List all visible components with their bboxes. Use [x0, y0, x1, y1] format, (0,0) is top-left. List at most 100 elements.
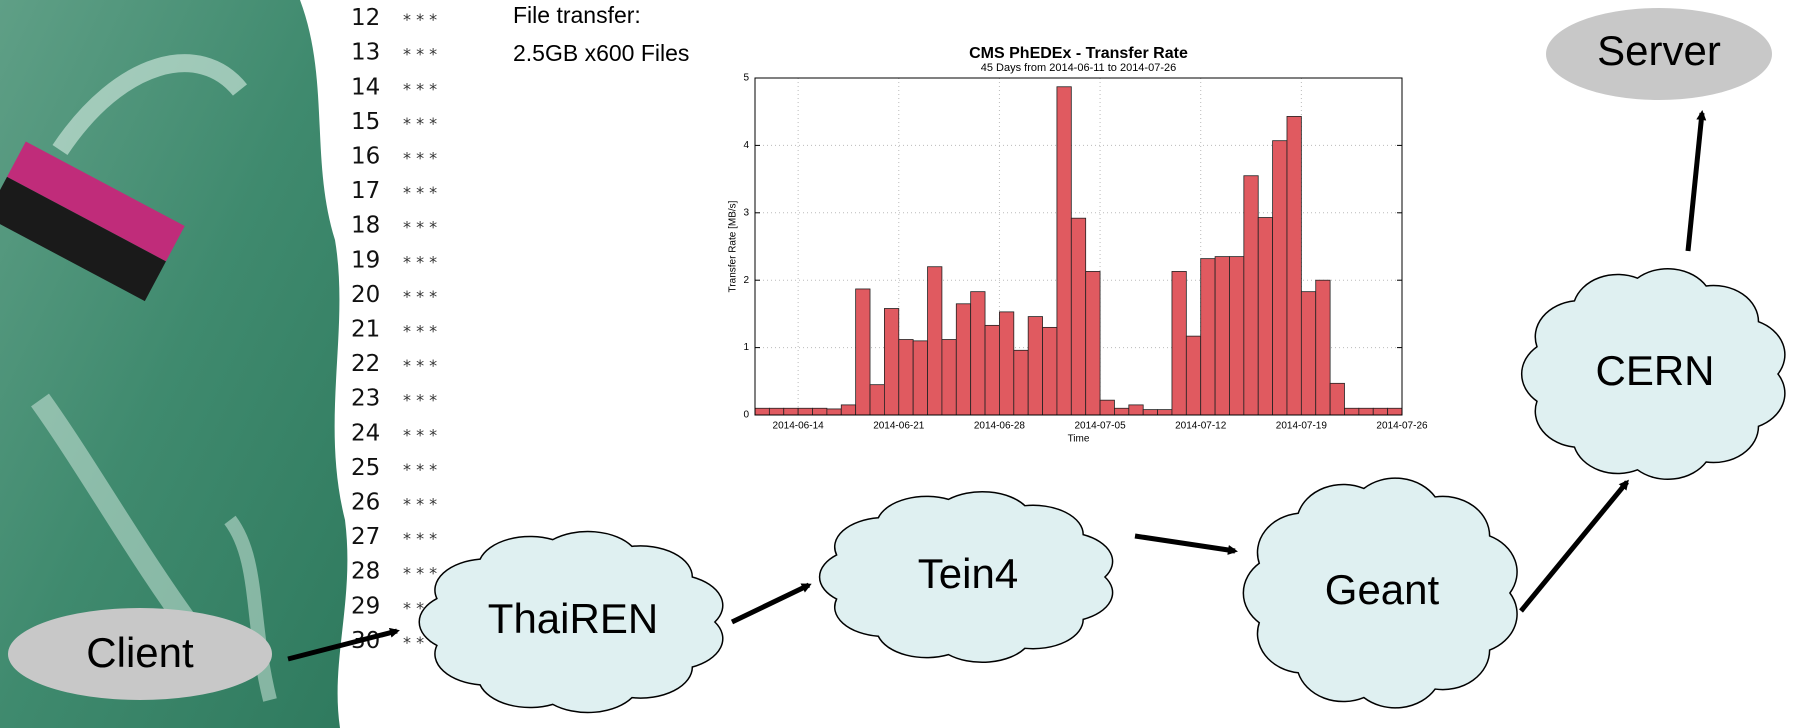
y-axis-label: Transfer Rate [MB/s]	[728, 200, 739, 292]
bar	[754, 407, 770, 416]
line-number: 12	[351, 5, 380, 31]
bar	[927, 266, 943, 416]
arrow	[1685, 110, 1707, 252]
line-number: 23	[351, 386, 380, 412]
plot-frame	[754, 77, 1403, 416]
chart-title: CMS PhEDEx - Transfer Rate	[969, 45, 1188, 62]
bar	[1128, 404, 1144, 416]
line-stars: * * *	[403, 460, 437, 479]
bar	[1387, 407, 1403, 416]
bar	[1214, 256, 1230, 416]
network-diagram: Server CERN Geant Tein4 ThaiREN Client	[8, 8, 1786, 714]
bar	[1344, 407, 1360, 416]
y-tick-label: 5	[743, 73, 749, 84]
line-number: 17	[351, 178, 380, 204]
bar	[1114, 407, 1130, 416]
line-number: 18	[351, 213, 380, 239]
line-number: 14	[351, 74, 380, 100]
line-number: 20	[351, 282, 380, 308]
node-label: CERN	[1595, 347, 1714, 394]
x-tick-label: 2014-06-14	[773, 421, 825, 432]
bar	[1185, 335, 1202, 416]
bar	[1056, 86, 1072, 416]
line-number: 15	[351, 109, 380, 135]
bar	[855, 288, 871, 416]
line-stars: * * *	[403, 218, 437, 237]
bar	[797, 407, 813, 416]
chart-subtitle: 45 Days from 2014-06-11 to 2014-07-26	[981, 62, 1176, 74]
line-stars: * * *	[403, 495, 437, 514]
bar	[1243, 175, 1259, 416]
file-size-label: 2.5GB x600 Files	[513, 40, 689, 66]
bar	[1257, 217, 1273, 416]
line-number: 28	[351, 559, 380, 585]
line-stars: * * *	[403, 183, 437, 202]
line-stars: * * *	[403, 356, 437, 375]
bar	[1358, 407, 1374, 416]
x-tick-label: 2014-07-12	[1175, 421, 1227, 432]
line-stars: * * *	[403, 79, 437, 98]
line-stars: * * *	[403, 425, 437, 444]
x-tick-label: 2014-07-26	[1376, 421, 1428, 432]
bar	[768, 407, 785, 416]
bar	[1200, 258, 1216, 416]
line-number: 29	[351, 593, 380, 619]
node-label: Geant	[1325, 566, 1440, 613]
node-label: Client	[86, 629, 194, 676]
bar	[783, 407, 799, 416]
line-number: 26	[351, 490, 380, 516]
bar	[984, 324, 1000, 416]
line-stars: * * *	[403, 149, 437, 168]
line-number: 27	[351, 524, 380, 550]
node-ellipse	[1546, 8, 1772, 100]
bar	[1042, 326, 1058, 416]
node-label: ThaiREN	[488, 595, 658, 642]
arrow	[1134, 533, 1238, 555]
line-stars: * * *	[403, 10, 437, 29]
bar	[884, 308, 900, 416]
bar	[898, 339, 914, 416]
bar	[826, 408, 842, 416]
line-stars: * * *	[403, 287, 437, 306]
line-number: 25	[351, 455, 380, 481]
y-tick-label: 3	[743, 207, 749, 218]
bar	[1272, 140, 1288, 416]
line-stars: * * *	[403, 45, 437, 64]
node-cloud	[1242, 477, 1518, 709]
node-cloud	[818, 490, 1114, 664]
y-tick-label: 0	[743, 410, 749, 421]
line-number: 21	[351, 317, 380, 343]
node-label: Server	[1597, 27, 1721, 74]
bar	[1329, 382, 1345, 416]
bar	[970, 291, 986, 416]
line-stars: * * *	[403, 322, 437, 341]
bar	[1099, 399, 1115, 416]
line-stars: * * *	[403, 391, 437, 410]
bar	[941, 339, 957, 416]
node-cloud	[418, 530, 724, 714]
bar	[955, 303, 972, 416]
x-tick-label: 2014-06-28	[974, 421, 1026, 432]
arrow	[1519, 479, 1629, 613]
arrow	[287, 627, 400, 662]
bar	[912, 340, 928, 416]
x-tick-label: 2014-06-21	[873, 421, 925, 432]
bar	[869, 384, 885, 416]
bar	[1142, 409, 1158, 416]
bar	[1300, 291, 1317, 416]
bar	[1070, 217, 1087, 416]
node-ellipse	[8, 608, 272, 700]
bar	[1085, 271, 1101, 416]
line-number: 22	[351, 351, 380, 377]
y-tick-label: 2	[743, 275, 749, 286]
line-stars: * * *	[403, 114, 437, 133]
bar	[1315, 279, 1331, 416]
bar	[1229, 256, 1245, 416]
bar	[999, 311, 1015, 416]
x-axis-label: Time	[1068, 434, 1090, 445]
bar	[1027, 316, 1043, 416]
chalkboard	[0, 0, 348, 728]
arrow	[730, 582, 812, 625]
line-number: 16	[351, 144, 380, 170]
